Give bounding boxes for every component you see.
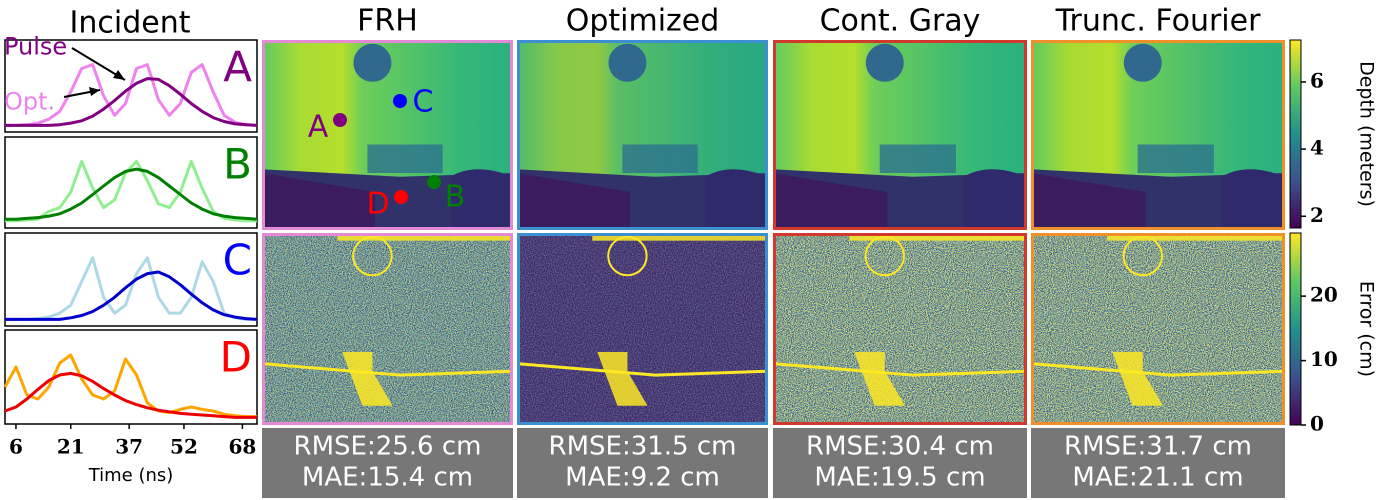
shelf <box>622 145 697 174</box>
lamp <box>1124 44 1162 82</box>
point-label: A <box>308 110 329 145</box>
colorbar-label: Depth (meters) <box>1356 61 1378 207</box>
point-dot <box>333 113 347 127</box>
x-tick-label: 68 <box>228 435 256 459</box>
x-axis-label: Time (ns) <box>88 465 174 486</box>
point-dot <box>394 190 408 204</box>
colorbar-tick-label: 4 <box>1310 136 1324 160</box>
x-tick-label: 37 <box>115 435 143 459</box>
shelf <box>1138 145 1214 174</box>
mae: MAE:19.5 cm <box>814 463 985 493</box>
scene <box>517 233 768 425</box>
depth-map <box>517 40 768 230</box>
figure: Incident APulseOpt.BCD621375268Time (ns)… <box>0 0 1396 500</box>
panel-letter: B <box>223 140 252 189</box>
lamp <box>866 44 904 82</box>
depth-map <box>773 40 1027 230</box>
colorbar-tick-label: 2 <box>1310 203 1324 227</box>
x-tick-label: 6 <box>9 435 23 459</box>
mae: MAE:9.2 cm <box>565 463 720 493</box>
x-tick-label: 52 <box>170 435 198 459</box>
error-map <box>773 233 1027 425</box>
mae: MAE:21.1 cm <box>1072 463 1243 493</box>
depth-map <box>1031 40 1285 230</box>
lamp <box>353 44 391 82</box>
rmse: RMSE:31.5 cm <box>549 432 737 462</box>
panel-letter: C <box>223 236 252 285</box>
scene <box>773 233 1027 425</box>
panel-letter: D <box>220 333 252 382</box>
point-label: D <box>366 187 389 222</box>
point-dot <box>393 94 407 108</box>
x-tick-label: 21 <box>57 435 85 459</box>
point-label: B <box>445 180 466 215</box>
rmse: RMSE:30.4 cm <box>806 432 994 462</box>
scene <box>262 233 513 425</box>
chair <box>705 169 768 230</box>
err-noise <box>1031 233 1285 425</box>
column-title: Optimized <box>566 4 720 39</box>
colorbar-tick-label: 0 <box>1310 412 1324 436</box>
panel-letter: A <box>223 43 252 92</box>
error-map <box>262 233 513 425</box>
column-title: Cont. Gray <box>820 4 981 39</box>
scene <box>1031 233 1285 425</box>
colorbar-tick-label: 10 <box>1310 347 1338 371</box>
shelf <box>367 145 442 174</box>
err-noise <box>773 233 1027 425</box>
point-dot <box>427 175 441 189</box>
page: {"chart_data": [ {"type": "line", "annot… <box>0 0 1396 500</box>
scene <box>517 40 768 230</box>
colorbar-tick-label: 6 <box>1310 68 1324 92</box>
legend-entry: Opt. <box>4 88 55 116</box>
colorbar-label: Error (cm) <box>1356 281 1378 377</box>
column-title: Trunc. Fourier <box>1055 4 1262 39</box>
rmse: RMSE:25.6 cm <box>294 432 482 462</box>
shelf <box>880 145 956 174</box>
err-noise <box>517 233 768 425</box>
error-map <box>517 233 768 425</box>
chair <box>1222 169 1286 230</box>
column-title: FRH <box>357 4 418 39</box>
error-map <box>1031 233 1285 425</box>
chair <box>964 169 1028 230</box>
incident-title: Incident <box>70 6 191 41</box>
rmse: RMSE:31.7 cm <box>1064 432 1252 462</box>
point-label: C <box>413 85 434 120</box>
err-noise <box>262 233 513 425</box>
colorbar <box>1290 40 1301 228</box>
legend-entry: Pulse <box>4 33 67 61</box>
mae: MAE:15.4 cm <box>302 463 473 493</box>
lamp <box>608 44 646 82</box>
scene <box>1031 40 1285 230</box>
colorbar <box>1290 233 1301 425</box>
scene <box>773 40 1027 230</box>
colorbar-tick-label: 20 <box>1310 283 1338 307</box>
